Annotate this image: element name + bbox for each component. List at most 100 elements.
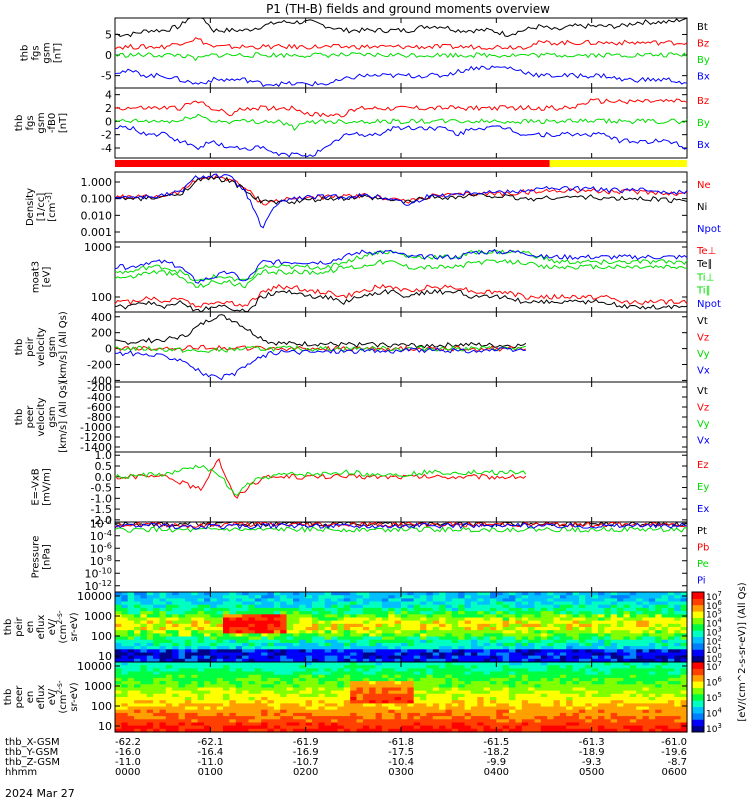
elec_spec-cell: [528, 725, 536, 730]
elec_spec-cell: [140, 662, 148, 666]
ion_spec-cell: [324, 636, 332, 641]
elec_spec-cell: [674, 693, 682, 698]
ion_spec-cell: [496, 652, 504, 657]
elec_spec-cell: [585, 719, 593, 724]
elec_spec-cell: [305, 716, 313, 720]
elec_spec-cell: [629, 719, 637, 724]
ephem-value: -9.9: [487, 757, 507, 768]
elec_spec-cell: [191, 722, 199, 727]
elec_spec-cell: [490, 693, 497, 698]
elec_spec-cell: [153, 677, 161, 682]
elec_spec-cell: [223, 709, 230, 714]
ion_spec-cell: [648, 592, 656, 596]
elec_spec-cell: [146, 668, 154, 673]
ion_spec-cell: [458, 633, 466, 638]
elec_spec-cell: [210, 719, 218, 724]
elec_spec-cell: [267, 668, 275, 673]
elec_spec-cell: [140, 700, 148, 704]
elec_spec-cell: [191, 725, 199, 730]
ion_spec-cell: [661, 604, 669, 609]
ion_spec-cell: [362, 633, 370, 638]
ion_spec-cell: [572, 598, 580, 603]
elec_spec-cell: [521, 677, 529, 682]
elec_spec-cell: [121, 728, 129, 733]
ion_spec-cell: [559, 607, 567, 612]
ion_spec-cell: [451, 601, 459, 606]
ion_vel-ylabel-line: thb: [14, 339, 25, 356]
ion_spec-cell: [579, 658, 586, 663]
ion_spec-cell: [299, 639, 307, 644]
ion_spec-cell: [146, 636, 154, 641]
elec_spec-cell: [369, 677, 377, 682]
ion_spec-cell: [401, 592, 408, 596]
elec_spec-cell: [458, 662, 466, 666]
elec_spec-cell: [661, 725, 669, 730]
elec_spec-cell: [343, 687, 351, 692]
ion_spec-cell: [553, 623, 561, 628]
ion_spec-cell: [509, 607, 516, 612]
ion_spec-cell: [680, 601, 688, 606]
ion_spec-cell: [159, 627, 167, 631]
elec_spec-cell: [502, 703, 510, 708]
elec_spec-cell: [648, 674, 656, 679]
ion_spec-cell: [617, 633, 625, 638]
elec_spec-cell: [273, 681, 281, 685]
ion_spec-cell: [369, 611, 377, 615]
colorbar-cell: [692, 642, 704, 650]
elec_spec-cell: [305, 690, 313, 695]
ion_spec-cell: [566, 592, 574, 596]
ion_spec-cell: [115, 595, 122, 599]
ion_spec-cell: [547, 607, 555, 612]
ion_spec-cell: [210, 639, 218, 644]
elec_spec-cell: [204, 703, 211, 708]
ion_spec-cell: [331, 598, 339, 603]
ion_spec-cell: [140, 611, 148, 615]
elec_spec-cell: [521, 716, 529, 720]
ion_spec-cell: [432, 604, 440, 609]
elec_spec-cell: [178, 674, 186, 679]
elec_spec-cell: [343, 728, 351, 733]
ion_spec-cell: [312, 620, 319, 625]
ion_spec-cell: [636, 639, 644, 644]
elec_spec-cell: [553, 706, 561, 711]
ion_spec-cell: [496, 642, 504, 647]
elec_spec-cell: [299, 716, 307, 720]
elec_spec-cell: [165, 728, 173, 733]
ion_spec-cell: [216, 617, 224, 622]
ion_spec-cell: [636, 592, 644, 596]
ion_spec-cell: [248, 614, 256, 619]
elec_spec-cell: [598, 677, 605, 682]
ion_spec-cell: [324, 595, 332, 599]
ion_spec-cell: [242, 617, 250, 622]
ion_spec-cell: [464, 633, 472, 638]
ion_spec-cell: [248, 598, 256, 603]
elec_spec-cell: [629, 662, 637, 666]
elec_spec-cell: [184, 693, 192, 698]
elec_spec-cell: [655, 681, 663, 685]
ion_spec-cell: [324, 623, 332, 628]
elec_spec-cell: [610, 681, 618, 685]
elec_spec-cell: [420, 725, 428, 730]
ion_spec-cell: [598, 658, 605, 663]
elec_spec-cell: [254, 690, 262, 695]
elec_spec-cell: [242, 712, 250, 717]
elec_spec-cell: [248, 671, 256, 676]
ion_spec-cell: [483, 604, 491, 609]
elec_spec-cell: [477, 700, 485, 704]
ion_spec-cell: [674, 627, 682, 631]
ion_spec-cell: [579, 623, 586, 628]
elec_spec-cell: [343, 712, 351, 717]
pressure-ylabel-line: Pressure: [31, 536, 42, 579]
ion_spec-cell: [617, 604, 625, 609]
ion_vel-legend-3: Vx: [697, 366, 710, 377]
ion_spec-cell: [629, 639, 637, 644]
ion_spec-cell: [299, 658, 307, 663]
ion_spec-cell: [134, 607, 142, 612]
elec_spec-cell: [521, 681, 529, 685]
ion_spec-cell: [388, 595, 396, 599]
elec_spec-cell: [280, 703, 288, 708]
elec_spec-cell: [572, 716, 580, 720]
ion_spec-cell: [534, 652, 542, 657]
elec_spec-cell: [362, 719, 370, 724]
